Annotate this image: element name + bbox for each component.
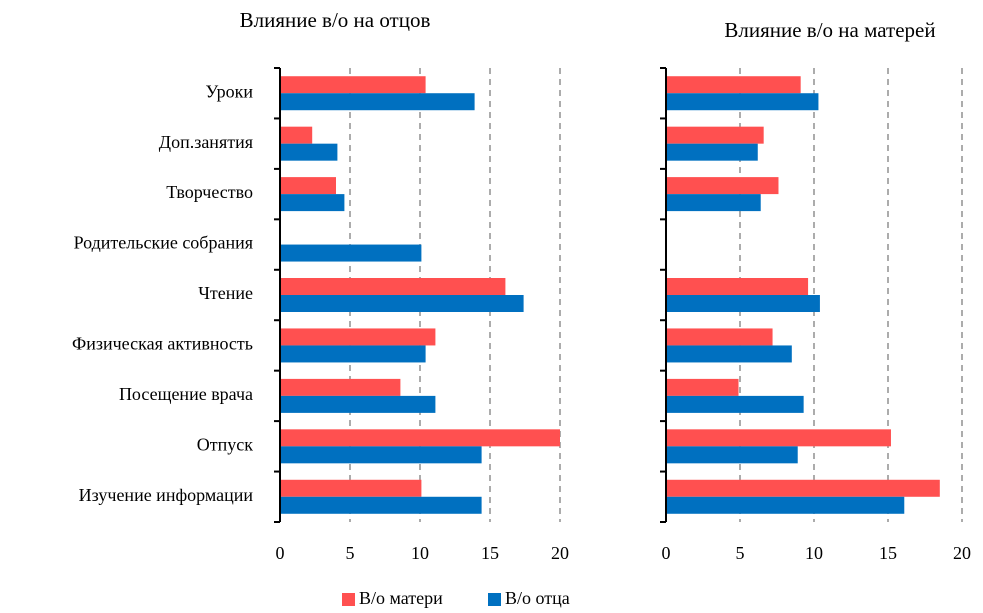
chart-title: Влияние в/о на матерей (724, 18, 935, 42)
bar (666, 429, 891, 447)
x-tick-label: 5 (736, 543, 745, 563)
x-tick-label: 5 (346, 543, 355, 563)
bar (666, 177, 779, 195)
bar (280, 177, 336, 195)
y-tick-label: Изучение информации (79, 485, 254, 505)
x-tick-label: 10 (411, 543, 429, 563)
x-tick-label: 15 (879, 543, 897, 563)
bar (280, 93, 475, 111)
bar (666, 143, 758, 161)
x-tick-label: 10 (805, 543, 823, 563)
bar (666, 446, 798, 464)
y-tick-label: Физическая активность (72, 334, 253, 354)
legend-swatch (488, 593, 501, 606)
y-tick-label: Отпуск (197, 434, 253, 454)
legend-swatch (342, 593, 355, 606)
x-tick-label: 20 (551, 543, 569, 563)
y-tick-label: Посещение врача (119, 384, 253, 404)
bar (280, 378, 401, 396)
bar (280, 446, 482, 464)
bar (666, 295, 820, 312)
bar (280, 496, 482, 514)
x-tick-label: 20 (953, 543, 971, 563)
bar (666, 194, 761, 212)
y-tick-label: Уроки (205, 81, 253, 101)
bar (280, 244, 422, 262)
bar (280, 429, 560, 447)
bar (280, 345, 426, 363)
bar (280, 143, 338, 161)
x-tick-label: 0 (276, 543, 285, 563)
y-tick-label: Родительские собрания (74, 233, 253, 253)
legend-label: В/о матери (359, 588, 443, 608)
bar (280, 295, 524, 312)
y-tick-label: Творчество (166, 182, 253, 202)
bar (280, 194, 345, 212)
bar (666, 278, 809, 295)
bar (666, 328, 773, 346)
bar (666, 378, 739, 396)
y-tick-label: Чтение (198, 283, 253, 303)
x-tick-label: 0 (662, 543, 671, 563)
bar (666, 345, 792, 363)
bar (666, 93, 819, 111)
bar (280, 76, 426, 94)
x-tick-label: 15 (481, 543, 499, 563)
y-tick-label: Доп.занятия (159, 132, 253, 152)
bar (666, 76, 801, 94)
bar (280, 278, 506, 295)
bar (280, 395, 436, 413)
bar (666, 496, 905, 514)
bar (280, 126, 313, 144)
bar (280, 479, 422, 497)
bar (666, 395, 804, 413)
bar (666, 479, 940, 497)
legend-label: В/о отца (505, 588, 570, 608)
chart-title: Влияние в/о на отцов (240, 8, 431, 32)
bar (280, 328, 436, 346)
bar (666, 126, 764, 144)
